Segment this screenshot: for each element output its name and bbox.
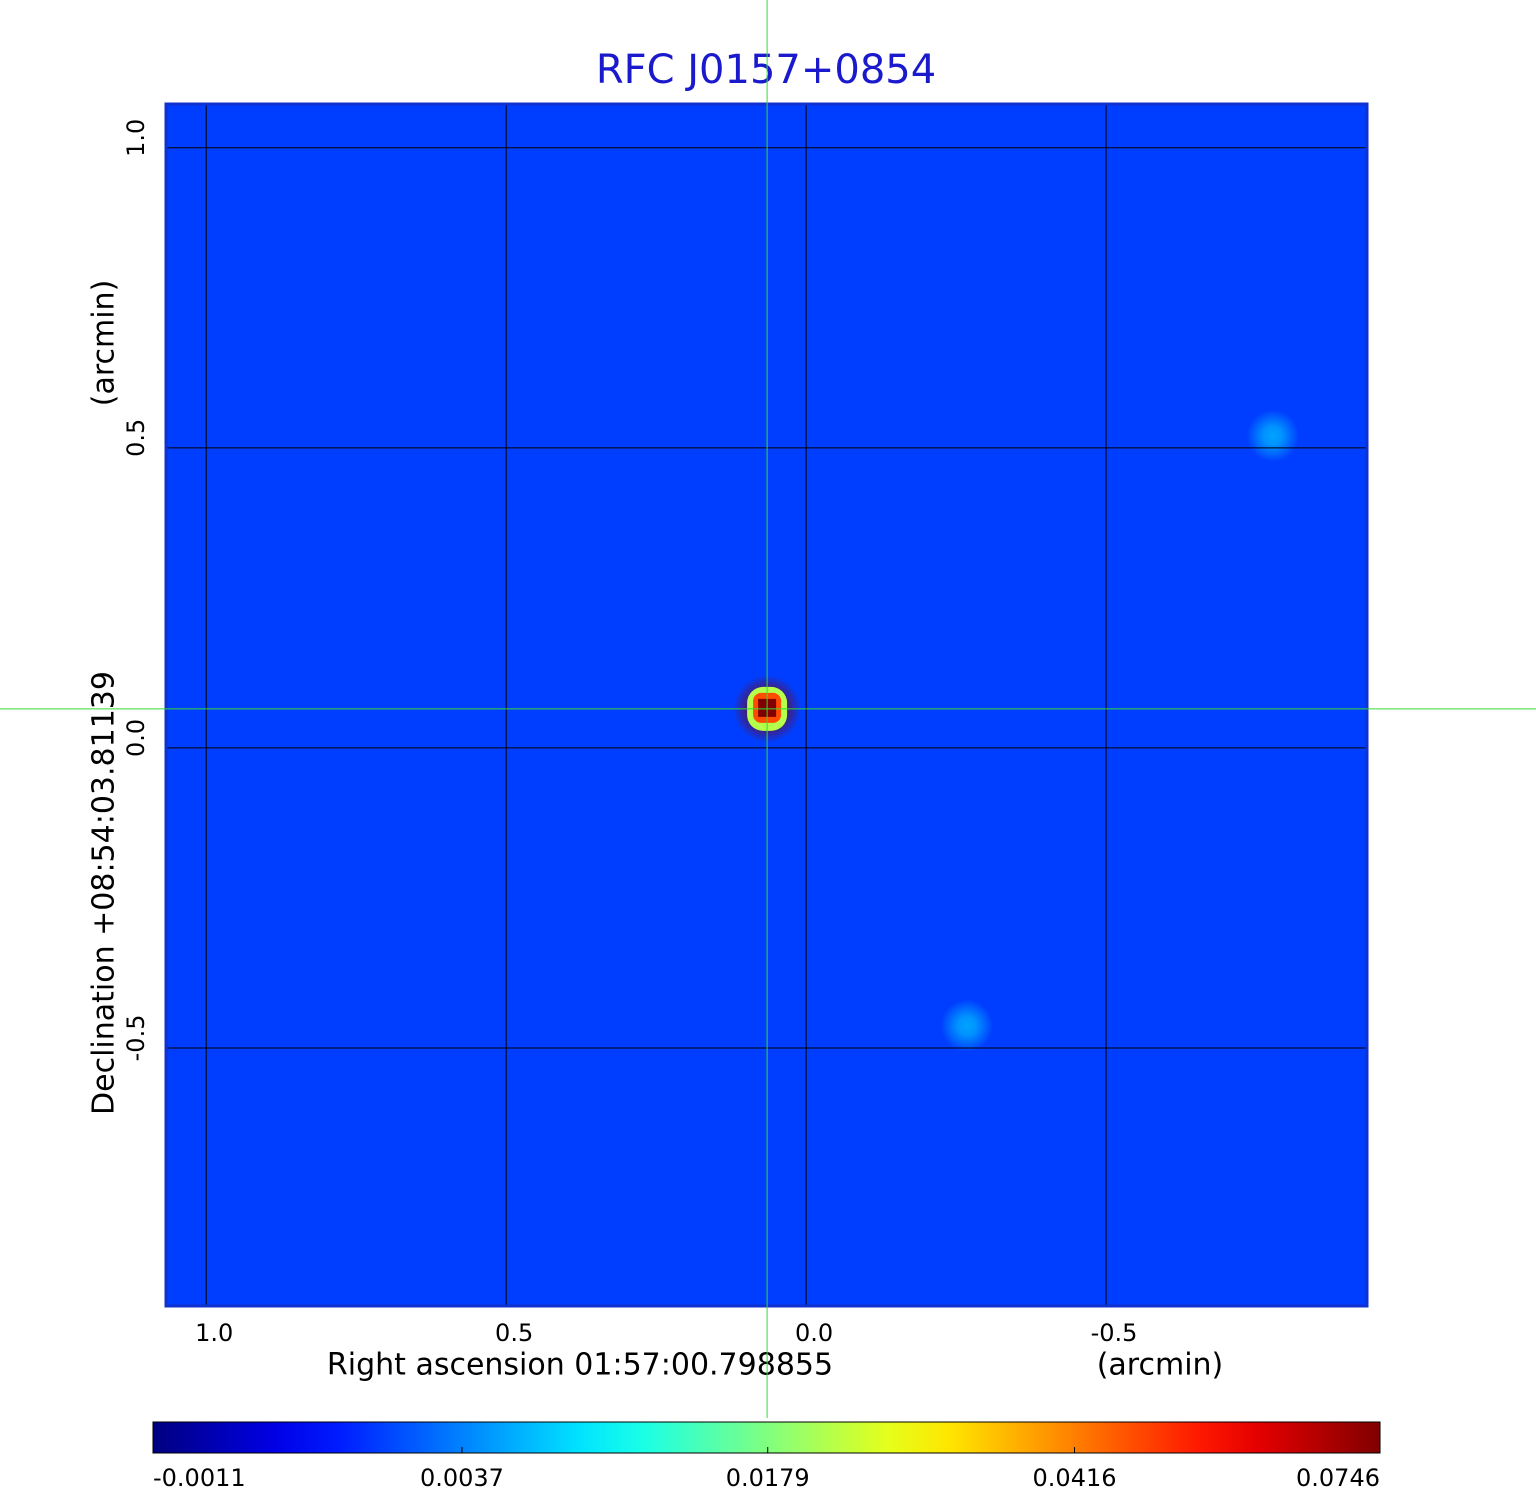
x-tick-label: 0.0 <box>795 1319 833 1347</box>
y-axis-label: Declination +08:54:03.81139 <box>87 671 122 1115</box>
y-tick-label: 1.0 <box>122 119 150 157</box>
x-axis-unit: (arcmin) <box>1097 1348 1224 1383</box>
colorbar-tick-label: -0.0011 <box>153 1464 246 1492</box>
y-axis-unit: (arcmin) <box>87 280 122 407</box>
colorbar-tick-label: 0.0416 <box>1033 1464 1117 1492</box>
y-tick-label: 0.0 <box>122 719 150 757</box>
plot-frame <box>164 102 1369 1308</box>
image-layer <box>166 104 1367 1306</box>
source <box>940 999 993 1052</box>
y-tick-label: 0.5 <box>122 419 150 457</box>
colorbar-tick-label: 0.0037 <box>420 1464 504 1492</box>
chart-title: RFC J0157+0854 <box>596 47 936 93</box>
x-tick-label: 0.5 <box>495 1319 533 1347</box>
x-axis-label: Right ascension 01:57:00.798855 <box>327 1348 833 1383</box>
source <box>1246 409 1299 462</box>
colorbar <box>152 1421 1381 1454</box>
x-tick-label: 1.0 <box>195 1319 233 1347</box>
y-tick-label: -0.5 <box>122 1015 150 1062</box>
x-tick-label: -0.5 <box>1091 1319 1138 1347</box>
colorbar-tick-label: 0.0746 <box>1296 1464 1380 1492</box>
colorbar-tick-label: 0.0179 <box>726 1464 810 1492</box>
